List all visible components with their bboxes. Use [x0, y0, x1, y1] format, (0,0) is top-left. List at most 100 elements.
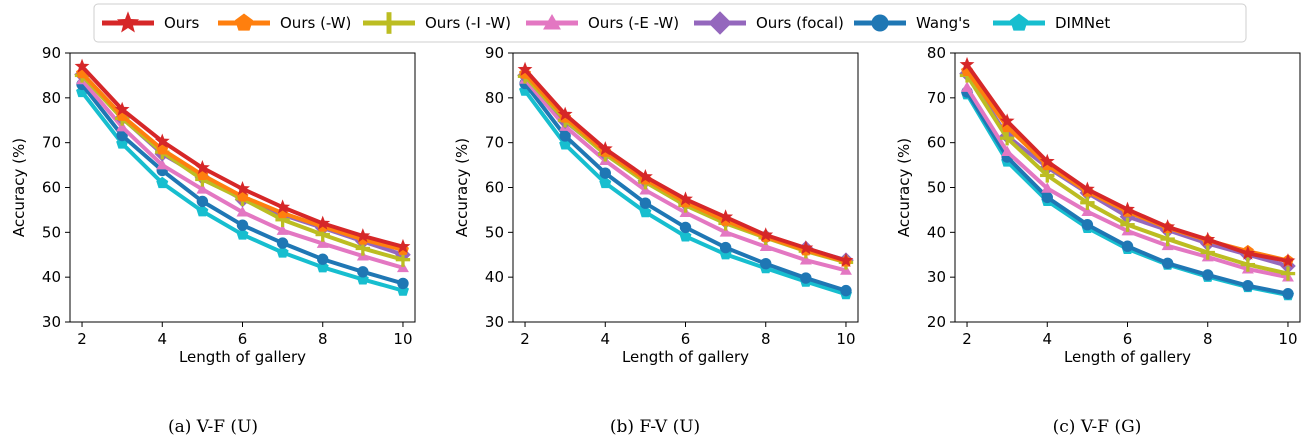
- x-tick-label: 2: [77, 330, 87, 348]
- legend-label: Ours (-E -W): [588, 14, 679, 32]
- data-point: [1160, 219, 1176, 234]
- data-point: [839, 264, 852, 275]
- x-tick-label: 10: [1278, 330, 1297, 348]
- legend-item-ours-w: Ours (-W): [218, 13, 351, 32]
- data-point: [959, 56, 975, 71]
- legend-marker: [378, 12, 400, 34]
- data-point: [798, 240, 814, 255]
- legend-label: Ours (focal): [756, 14, 844, 32]
- legend-item-ours-focal: Ours (focal): [694, 11, 844, 35]
- legend-marker: [708, 11, 732, 35]
- data-point: [276, 237, 289, 249]
- data-point: [1041, 191, 1053, 204]
- data-point: [719, 241, 732, 254]
- x-tick-label: 8: [1203, 330, 1213, 348]
- y-axis-label: Accuracy (%): [453, 138, 471, 237]
- data-point: [1121, 240, 1134, 252]
- data-point: [276, 224, 289, 235]
- data-point: [236, 219, 249, 231]
- data-point: [599, 167, 611, 179]
- y-tick-label: 30: [42, 313, 61, 331]
- data-point: [196, 204, 209, 217]
- series-line: [523, 77, 848, 273]
- data-point: [1200, 231, 1216, 246]
- data-point: [355, 241, 371, 256]
- data-point: [1280, 266, 1296, 281]
- data-point: [760, 258, 772, 270]
- data-point: [1081, 205, 1094, 217]
- chart-panel-c: 20 30 40 50 60 70 80 2 4 6 8 10 Length of gallery Acc…: [895, 44, 1301, 437]
- y-tick-label: 80: [927, 44, 946, 62]
- legend-frame: [93, 3, 1247, 43]
- data-point: [396, 261, 409, 273]
- data-point: [679, 230, 692, 242]
- data-point: [718, 209, 734, 224]
- y-tick-label: 40: [927, 223, 946, 241]
- legend-label: Ours (-I -W): [425, 14, 511, 32]
- data-point: [639, 184, 652, 195]
- y-tick-label: 80: [485, 89, 504, 107]
- data-point: [1079, 181, 1095, 196]
- data-point: [236, 206, 249, 217]
- chart-panels: 30 40 50 60 70 80 90 2 4 6 8 10 Length of gallery Acc…: [10, 44, 1301, 437]
- data-point: [395, 238, 411, 253]
- x-tick-label: 4: [157, 330, 167, 348]
- data-point: [800, 272, 812, 284]
- data-point: [961, 81, 974, 92]
- data-point: [1160, 231, 1175, 247]
- data-point: [114, 101, 130, 116]
- data-point: [678, 191, 693, 206]
- series-ours: [74, 58, 411, 253]
- y-axis-label: Accuracy (%): [895, 138, 913, 237]
- y-tick-label: 40: [485, 268, 504, 286]
- data-point: [357, 266, 369, 278]
- data-point: [196, 195, 209, 208]
- data-point: [196, 183, 209, 194]
- legend: Ours Ours (-W) Ours (-I -W) Ours (-E -W) Our…: [93, 3, 1247, 43]
- data-point: [1240, 245, 1256, 260]
- data-point: [315, 227, 330, 242]
- data-point: [397, 277, 409, 290]
- data-point: [1080, 195, 1095, 210]
- series-line: [523, 81, 848, 293]
- y-tick-label: 50: [485, 223, 504, 241]
- chart-panel-b: 30 40 50 60 70 80 90 2 4 6 8 10 Length of gallery Acc…: [453, 44, 859, 437]
- legend-marker: [116, 11, 140, 33]
- y-tick-label: 50: [42, 223, 61, 241]
- x-tick-label: 10: [836, 330, 855, 348]
- y-tick-label: 60: [42, 179, 61, 197]
- legend-label: Wang's: [916, 14, 970, 32]
- data-point: [999, 113, 1015, 128]
- x-tick-label: 8: [761, 330, 771, 348]
- legend-item-wang-s: Wang's: [854, 14, 970, 32]
- data-point: [799, 254, 812, 265]
- panel-caption: (b) F-V (U): [610, 417, 700, 437]
- legend-marker: [1010, 13, 1028, 31]
- data-point: [74, 58, 90, 73]
- data-point: [639, 197, 652, 209]
- data-point: [838, 252, 854, 267]
- x-axis-label: Length of gallery: [1064, 348, 1191, 366]
- data-point: [275, 199, 291, 214]
- x-axis-label: Length of gallery: [622, 348, 749, 366]
- y-tick-label: 90: [485, 44, 504, 62]
- y-tick-label: 70: [42, 134, 61, 152]
- data-point: [1240, 257, 1256, 272]
- y-tick-label: 20: [927, 313, 946, 331]
- y-tick-label: 60: [927, 134, 946, 152]
- legend-marker: [543, 14, 561, 30]
- data-point: [317, 253, 329, 265]
- x-tick-label: 8: [318, 330, 328, 348]
- panel-caption: (c) V-F (G): [1053, 417, 1142, 437]
- legend-item-ours-e-w: Ours (-E -W): [526, 14, 679, 32]
- x-tick-label: 4: [600, 330, 610, 348]
- data-point: [557, 106, 573, 121]
- chart-panel-a: 30 40 50 60 70 80 90 2 4 6 8 10 Length of gallery Acc…: [10, 44, 416, 437]
- x-tick-label: 2: [520, 330, 530, 348]
- data-point: [679, 221, 692, 234]
- y-tick-label: 50: [927, 179, 946, 197]
- data-point: [719, 226, 732, 237]
- legend-item-dimnet: DIMNet: [993, 13, 1110, 32]
- data-point: [1280, 253, 1296, 268]
- data-point: [599, 176, 612, 189]
